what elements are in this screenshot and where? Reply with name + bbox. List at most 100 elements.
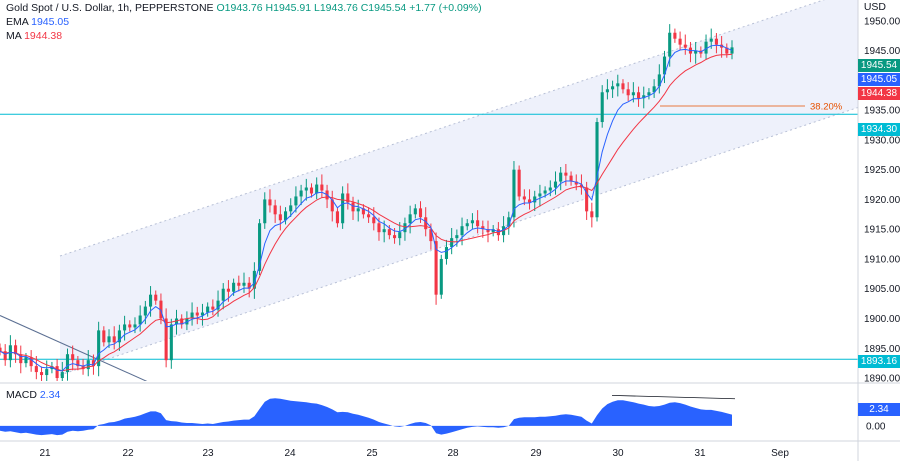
candle-body xyxy=(76,360,80,367)
high-value: H1945.91 xyxy=(265,2,312,14)
low-value: L1943.76 xyxy=(314,2,358,14)
candle-body xyxy=(590,211,594,218)
candle-body xyxy=(398,232,402,239)
candle-body xyxy=(206,306,210,313)
macd-area xyxy=(0,398,732,436)
candle-body xyxy=(117,330,121,343)
candle-body xyxy=(527,199,532,203)
candle-body xyxy=(154,294,158,301)
candle-body xyxy=(460,226,464,236)
ema-label[interactable]: EMA xyxy=(6,16,29,28)
close-price-badge: 1945.54 xyxy=(858,59,900,72)
candle-body xyxy=(97,330,101,367)
candle-body xyxy=(725,47,729,54)
candle-body xyxy=(0,347,2,352)
candle-body xyxy=(180,318,184,325)
candle-body xyxy=(252,270,256,289)
candle-body xyxy=(258,223,262,271)
level-lower-badge: 1893.16 xyxy=(858,355,900,368)
candle-body xyxy=(60,372,64,379)
symbol-title[interactable]: Gold Spot / U.S. Dollar, 1h, PEPPERSTONE xyxy=(6,2,214,14)
candle-body xyxy=(330,199,334,212)
candle-body xyxy=(694,50,698,54)
candle-body xyxy=(605,89,609,93)
time-tick-label: 22 xyxy=(122,448,134,459)
candle-body xyxy=(273,205,277,215)
candle-body xyxy=(164,318,168,361)
time-tick-label: 29 xyxy=(530,448,542,459)
time-tick-label: 23 xyxy=(202,448,214,459)
candle-body xyxy=(65,354,70,373)
candle-body xyxy=(491,229,495,233)
price-pane: 38.20% xyxy=(0,0,858,381)
price-tick-label: 1890.00 xyxy=(864,374,900,385)
candle-body xyxy=(19,354,23,364)
candle-body xyxy=(642,95,646,99)
candle-body xyxy=(200,312,205,316)
candle-body xyxy=(14,345,18,355)
candle-body xyxy=(29,357,33,367)
candle-body xyxy=(45,369,49,376)
candle-body xyxy=(559,172,563,182)
candle-body xyxy=(112,336,116,343)
candle-body xyxy=(637,92,641,99)
candle-body xyxy=(278,214,282,221)
candle-body xyxy=(216,300,220,310)
candle-body xyxy=(678,38,682,45)
price-tick-label: 1905.00 xyxy=(864,284,900,295)
candle-body xyxy=(413,208,417,215)
candle-body xyxy=(730,47,734,54)
price-tick-label: 1945.00 xyxy=(864,46,900,57)
candle-body xyxy=(538,193,542,197)
candle-body xyxy=(657,74,661,87)
price-tick-label: 1900.00 xyxy=(864,314,900,325)
candle-body xyxy=(382,229,386,233)
candle-body xyxy=(569,175,573,182)
ma-price-badge: 1944.38 xyxy=(858,87,900,100)
time-tick-label: 28 xyxy=(447,448,459,459)
candle-body xyxy=(481,226,485,230)
time-tick-label: 24 xyxy=(284,448,296,459)
currency-label[interactable]: USD xyxy=(863,1,886,13)
candle-body xyxy=(517,169,521,197)
candle-body xyxy=(652,86,656,93)
macd-label[interactable]: MACD xyxy=(6,389,37,401)
candle-body xyxy=(470,220,474,224)
candle-body xyxy=(289,205,293,212)
ma-line xyxy=(0,53,733,372)
candle-body xyxy=(611,86,615,90)
candle-body xyxy=(351,202,355,212)
time-tick-label: 31 xyxy=(694,448,706,459)
candle-body xyxy=(434,241,438,295)
candle-body xyxy=(346,193,350,203)
candle-body xyxy=(418,208,423,218)
change-value: +1.77 (+0.09%) xyxy=(409,2,482,14)
fib-label: 38.20% xyxy=(810,101,843,112)
candle-body xyxy=(39,372,44,376)
candle-body xyxy=(304,187,308,191)
candle-body xyxy=(543,190,547,194)
candle-body xyxy=(512,169,516,218)
candle-body xyxy=(242,282,246,286)
macd-legend: MACD 2.34 xyxy=(6,389,60,401)
time-tick-label: 30 xyxy=(612,448,624,459)
candle-body xyxy=(361,208,365,215)
candle-body xyxy=(133,324,137,328)
price-tick-label: 1915.00 xyxy=(864,225,900,236)
candle-body xyxy=(709,38,713,42)
candle-body xyxy=(128,324,132,328)
candle-body xyxy=(429,229,433,242)
candle-body xyxy=(393,235,397,239)
candle-body xyxy=(444,247,449,259)
candle-body xyxy=(356,208,360,212)
candle-body xyxy=(372,217,376,224)
ma-label[interactable]: MA xyxy=(6,30,22,42)
ma-value: 1944.38 xyxy=(24,30,63,42)
candle-body xyxy=(522,196,526,200)
candle-body xyxy=(237,282,241,286)
open-value: O1943.76 xyxy=(216,2,263,14)
candle-body xyxy=(341,193,345,224)
candle-body xyxy=(55,366,59,379)
candle-body xyxy=(309,187,314,194)
